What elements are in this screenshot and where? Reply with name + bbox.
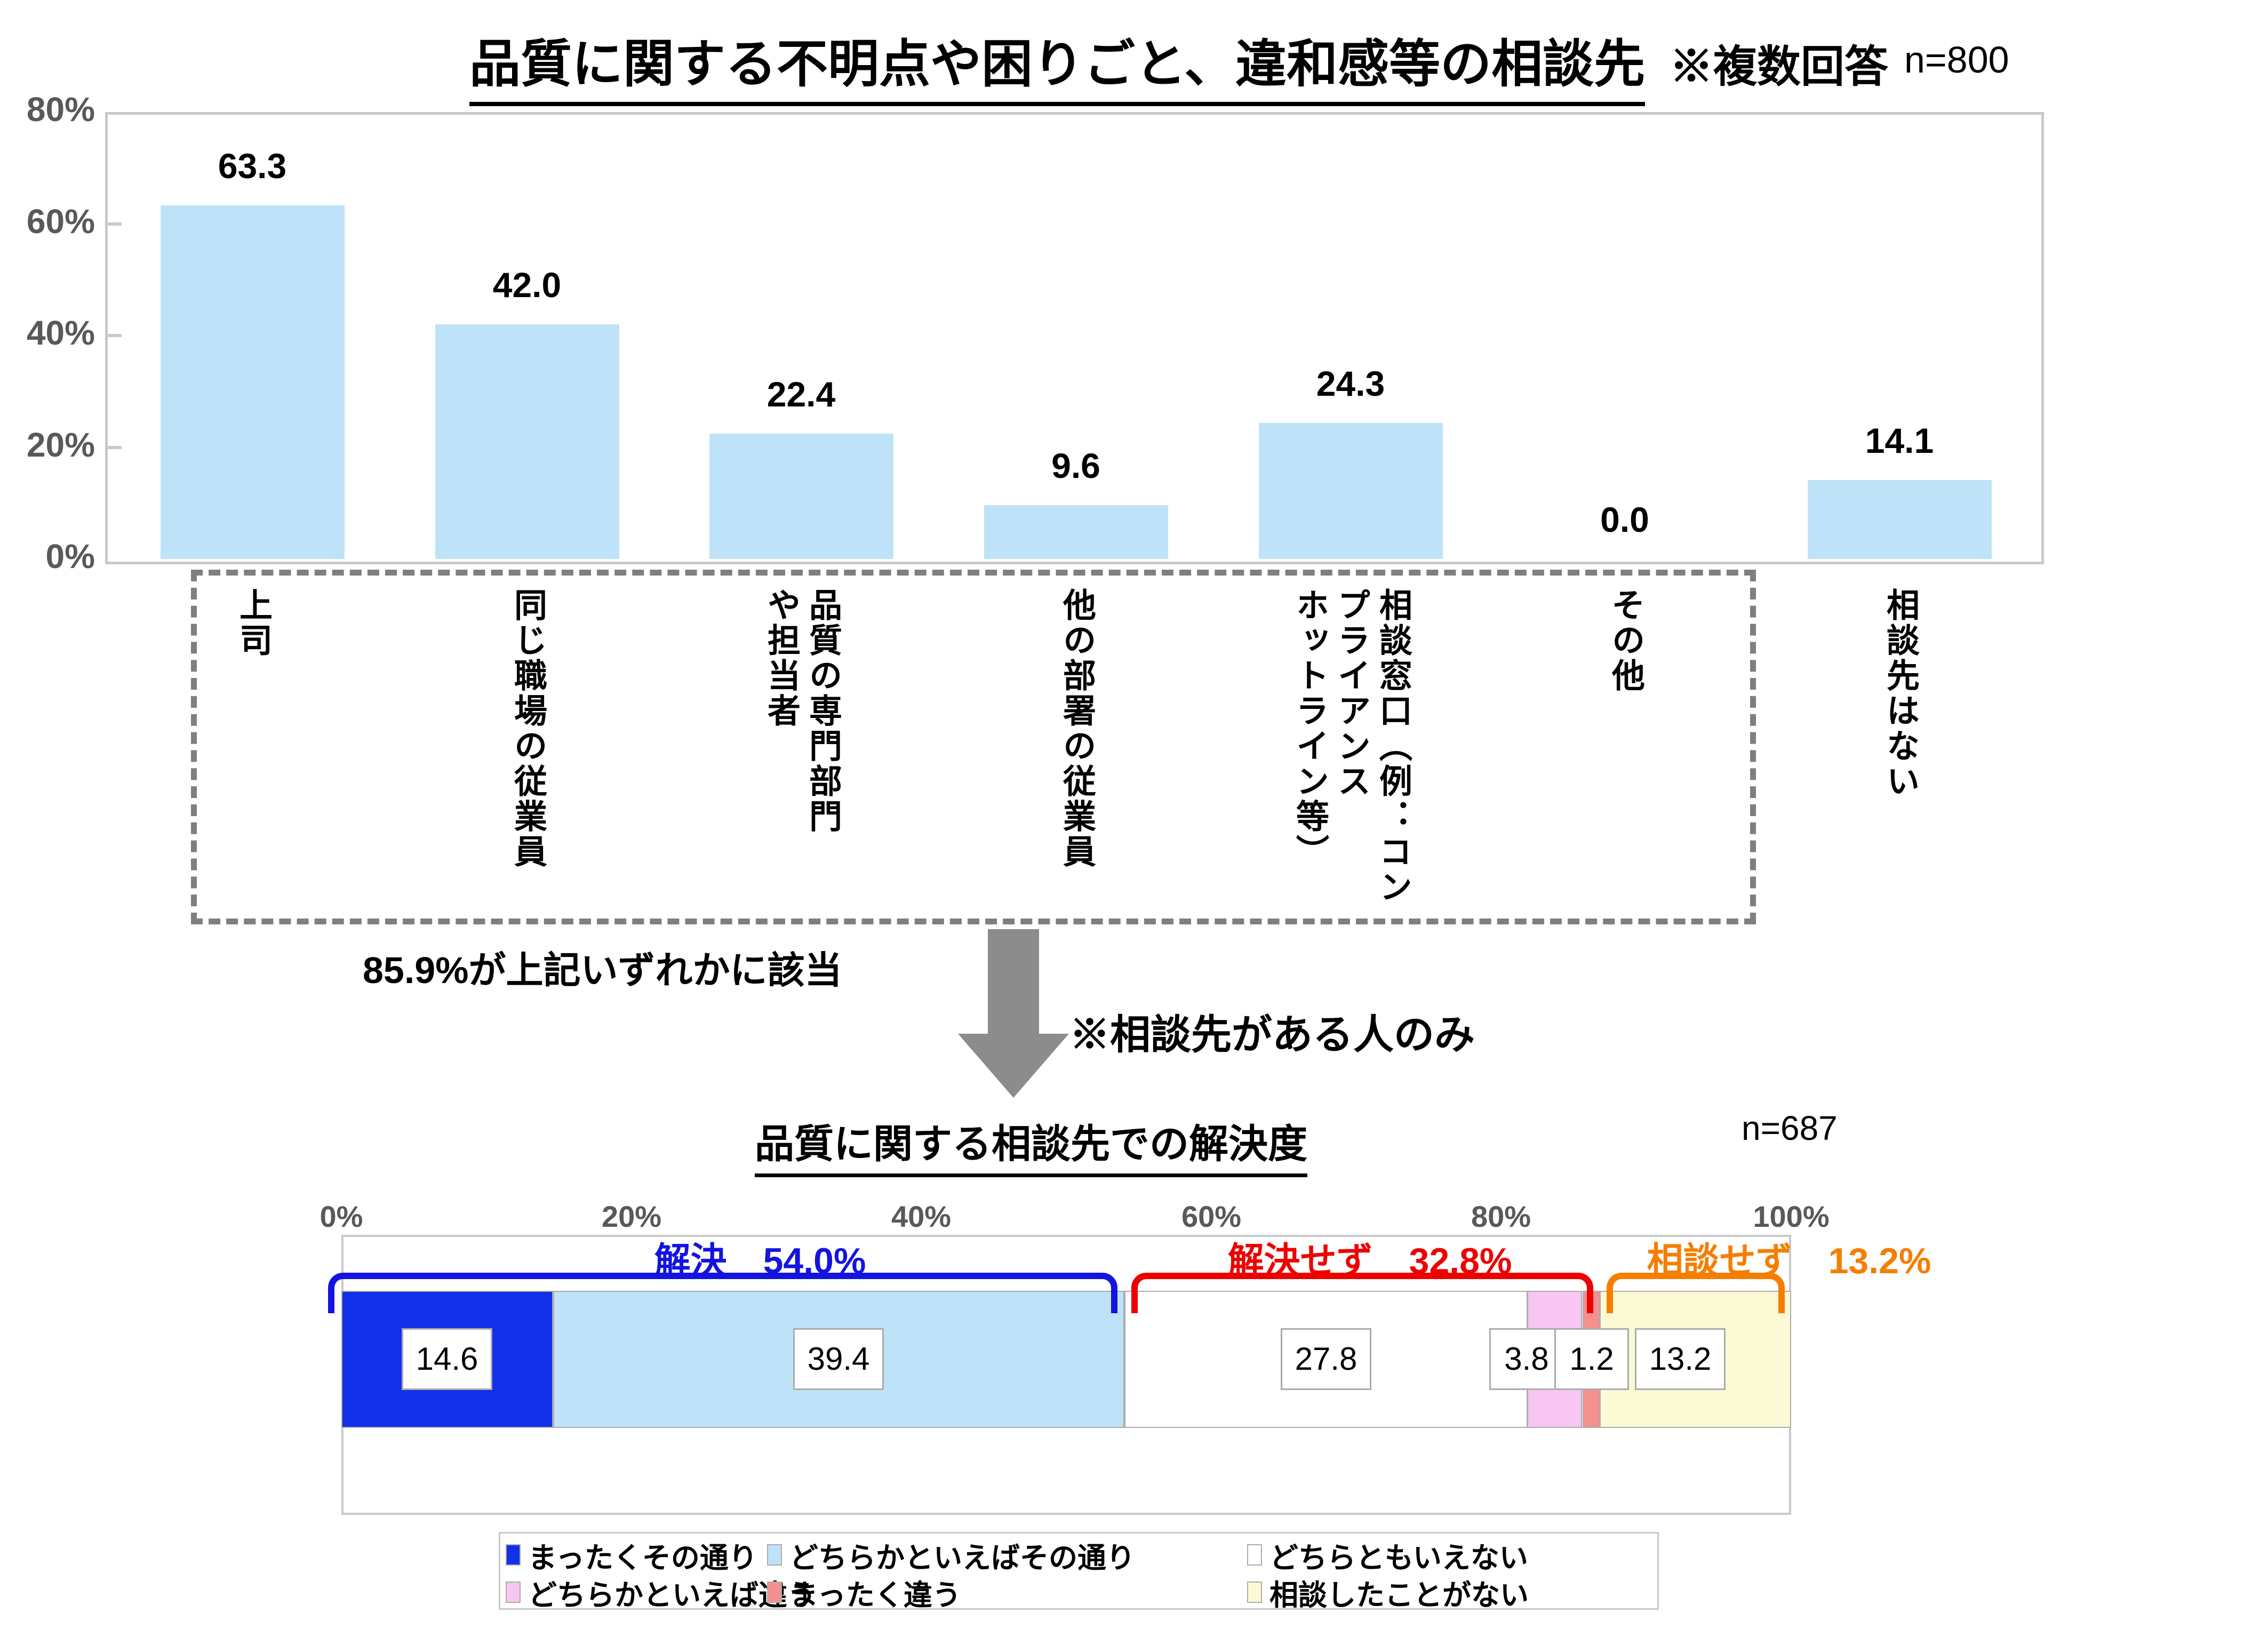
down-arrow-icon — [988, 929, 1039, 1036]
legend-label: 相談したことがない — [1269, 1579, 1529, 1611]
bar-value-label: 42.0 — [492, 265, 562, 305]
segment-value-box: 27.8 — [1281, 1328, 1371, 1390]
y-axis-label: 60% — [26, 202, 95, 241]
legend-label: どちらともいえない — [1269, 1542, 1528, 1574]
legend-item: まったく違う — [767, 1576, 961, 1611]
category-label: 品質の専門部門 や担当者 — [762, 588, 841, 834]
bar — [161, 205, 345, 559]
bar — [1808, 480, 1992, 559]
y-axis-label: 80% — [26, 90, 95, 129]
legend-label: どちらかといえばその通り — [789, 1542, 1135, 1574]
legend-item: 相談したことがない — [1247, 1576, 1529, 1611]
bottom-chart-n-label: n=687 — [1742, 1109, 1838, 1147]
x-axis-label: 40% — [891, 1200, 952, 1233]
legend-box — [499, 1532, 1659, 1610]
x-axis-label: 0% — [320, 1200, 363, 1233]
y-axis-label: 40% — [26, 314, 95, 352]
x-axis-label: 80% — [1471, 1200, 1531, 1233]
x-axis-label: 60% — [1181, 1200, 1242, 1233]
legend-swatch — [1247, 1544, 1262, 1566]
legend-item: まったくその通り — [506, 1538, 757, 1574]
legend-swatch — [767, 1544, 782, 1566]
arrow-note: ※相談先がある人のみ — [1069, 1012, 1475, 1058]
legend-swatch — [767, 1582, 782, 1603]
legend-label: まったくその通り — [528, 1542, 757, 1574]
segment-value-box: 1.2 — [1554, 1328, 1629, 1390]
segment-value-box: 39.4 — [793, 1328, 884, 1390]
bar — [1259, 423, 1443, 559]
segment-value-box: 3.8 — [1489, 1328, 1564, 1390]
x-axis-label: 100% — [1753, 1200, 1830, 1233]
legend-swatch — [506, 1544, 521, 1566]
answer-sources-group-box — [191, 570, 1756, 924]
y-axis-label: 0% — [45, 537, 95, 576]
bar-value-label: 63.3 — [218, 146, 287, 186]
legend-label: まったく違う — [789, 1579, 961, 1611]
category-label: 他の部署の従業員 — [1058, 588, 1095, 869]
x-axis-label: 20% — [601, 1200, 662, 1233]
bar — [435, 324, 619, 559]
top-chart-n-label: n=800 — [1904, 39, 2009, 81]
y-axis-tick — [108, 222, 122, 226]
top-chart-title: 品質に関する不明点や困りごと、違和感等の相談先 — [469, 22, 1646, 106]
bracket — [1607, 1273, 1785, 1313]
y-axis-tick — [108, 445, 122, 449]
stacked-segment — [1600, 1291, 1791, 1428]
y-axis-label: 20% — [26, 425, 95, 464]
top-chart-note: ※複数回答 — [1670, 43, 1889, 91]
bar-value-label: 14.1 — [1865, 421, 1934, 460]
bracket — [328, 1273, 1117, 1313]
bottom-chart-title: 品質に関する相談先での解決度 — [755, 1112, 1307, 1177]
legend-swatch — [506, 1582, 521, 1603]
top-chart-plot-area — [105, 112, 2044, 564]
bar — [984, 505, 1168, 559]
down-arrow-head-icon — [958, 1034, 1069, 1098]
category-label: 相談先はない — [1881, 588, 1918, 799]
legend-item: どちらかといえばその通り — [767, 1538, 1135, 1574]
y-axis-tick — [108, 334, 122, 337]
bar — [709, 434, 893, 559]
bracket — [1131, 1273, 1593, 1313]
category-label: その他 — [1607, 588, 1643, 693]
legend-swatch — [1247, 1582, 1262, 1603]
category-label: 同じ職場の従業員 — [509, 588, 546, 869]
segment-value-box: 13.2 — [1635, 1328, 1726, 1390]
segment-value-box: 14.6 — [402, 1328, 492, 1390]
category-label: 相談窓口（例：コン プライアンス ホットライン等） — [1291, 588, 1411, 905]
bar-value-label: 24.3 — [1316, 364, 1385, 403]
bar-value-label: 0.0 — [1600, 500, 1649, 539]
bar-value-label: 9.6 — [1051, 446, 1100, 485]
category-label: 上司 — [234, 588, 271, 658]
legend-item: どちらともいえない — [1247, 1538, 1528, 1574]
coverage-annotation: 85.9%が上記いずれかに該当 — [363, 949, 842, 991]
bar-value-label: 22.4 — [766, 374, 836, 414]
